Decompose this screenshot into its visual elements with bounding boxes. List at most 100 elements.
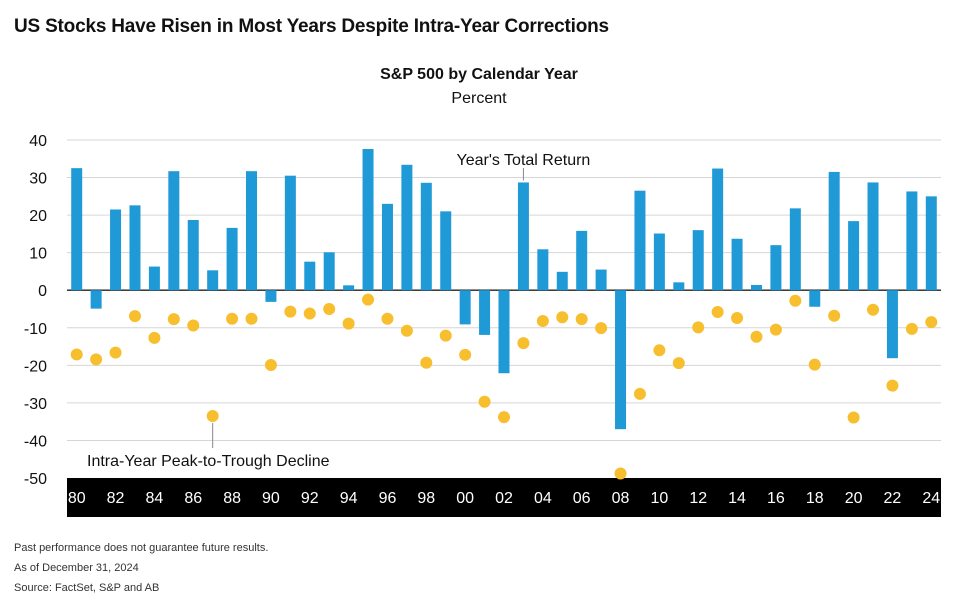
y-tick-label: 0	[38, 283, 47, 300]
x-tick-label: 22	[884, 490, 902, 507]
decline-dot	[284, 305, 297, 318]
x-tick-label: 88	[223, 490, 241, 507]
x-tick-label: 98	[417, 490, 435, 507]
x-tick-label: 02	[495, 490, 513, 507]
bar	[731, 238, 743, 291]
chart-subtitle: Percent	[451, 90, 507, 107]
bar	[71, 168, 83, 291]
bar	[906, 191, 918, 291]
bar	[867, 182, 879, 291]
decline-dot	[731, 312, 744, 325]
decline-dot	[362, 293, 375, 306]
x-tick-label: 18	[806, 490, 824, 507]
x-tick-label: 84	[146, 490, 164, 507]
bar	[401, 164, 413, 291]
bar	[304, 261, 316, 291]
bar	[789, 208, 801, 291]
bar	[576, 230, 588, 291]
decline-dot	[381, 312, 394, 325]
bar	[148, 266, 160, 291]
bar	[595, 269, 607, 291]
decline-dot	[672, 357, 685, 370]
decline-annotation: Intra-Year Peak-to-Trough Decline	[87, 453, 330, 470]
decline-dot	[808, 358, 821, 371]
y-tick-label: -10	[24, 321, 47, 338]
x-tick-label: 82	[107, 490, 125, 507]
decline-dot	[847, 411, 860, 424]
bar	[556, 271, 568, 291]
decline-dot	[828, 309, 841, 322]
bar	[828, 171, 840, 291]
y-tick-label: 30	[29, 171, 47, 188]
annotations: Year's Total Return Intra-Year Peak-to-Tr…	[87, 152, 590, 470]
bar	[440, 211, 452, 291]
x-axis-band	[67, 478, 941, 517]
decline-dot	[750, 330, 763, 343]
decline-dot	[517, 337, 530, 350]
decline-dot	[303, 307, 316, 320]
bar	[498, 290, 510, 374]
decline-dot	[769, 323, 782, 336]
decline-dots	[70, 293, 938, 480]
x-tick-label: 10	[650, 490, 668, 507]
bar	[284, 175, 296, 291]
bar	[420, 182, 432, 291]
bar	[110, 209, 122, 291]
x-tick-label: 86	[184, 490, 202, 507]
decline-dot	[711, 306, 724, 319]
x-tick-label: 06	[573, 490, 591, 507]
decline-dot	[925, 316, 938, 329]
decline-dot	[323, 303, 336, 315]
bar	[886, 290, 898, 359]
decline-dot	[886, 379, 899, 392]
bar	[517, 182, 529, 291]
bar	[615, 290, 627, 430]
decline-dot	[498, 411, 510, 424]
x-tick-label: 94	[340, 490, 358, 507]
bar	[343, 285, 355, 291]
y-tick-label: -30	[24, 396, 47, 413]
footnote-as-of: As of December 31, 2024	[14, 562, 139, 574]
decline-dot	[614, 467, 627, 480]
decline-dot	[536, 315, 549, 328]
bar	[770, 245, 782, 291]
x-tick-label: 12	[689, 490, 707, 507]
y-tick-label: 20	[29, 208, 47, 225]
headline: US Stocks Have Risen in Most Years Despi…	[14, 16, 609, 37]
bar	[537, 249, 549, 291]
y-axis: 40 30 20 10 0 -10 -20 -30 -40 -50	[24, 133, 47, 488]
decline-dot	[575, 313, 588, 326]
bar	[168, 171, 180, 291]
bar	[809, 290, 821, 307]
decline-dot	[400, 324, 413, 337]
total-return-bars	[71, 149, 937, 430]
x-tick-label: 00	[456, 490, 474, 507]
footnote-disclaimer: Past performance does not guarantee futu…	[14, 542, 269, 554]
x-tick-label: 20	[845, 490, 863, 507]
decline-dot	[478, 395, 491, 408]
decline-dot	[226, 312, 239, 325]
bar	[207, 270, 219, 291]
decline-dot	[187, 319, 200, 332]
x-tick-label: 80	[68, 490, 86, 507]
bar	[925, 196, 937, 291]
x-tick-label: 90	[262, 490, 280, 507]
bar	[323, 252, 335, 291]
decline-dot	[789, 294, 802, 307]
bar	[129, 205, 141, 291]
bar	[362, 149, 374, 291]
y-tick-label: -20	[24, 358, 47, 375]
bar	[265, 290, 277, 302]
decline-dot	[70, 348, 83, 361]
bar	[187, 219, 199, 291]
footnote-source: Source: FactSet, S&P and AB	[14, 582, 160, 594]
bar	[479, 290, 491, 335]
y-tick-label: 10	[29, 246, 47, 263]
x-tick-label: 96	[379, 490, 397, 507]
bar	[226, 227, 238, 291]
x-tick-label: 24	[922, 490, 940, 507]
decline-dot	[148, 331, 161, 344]
chart-title: S&P 500 by Calendar Year	[380, 66, 578, 83]
x-axis: 80 82 84 86 88 90 92 94 96 98 00 02 04 06 08 10 12 14 16 18…	[68, 490, 940, 507]
